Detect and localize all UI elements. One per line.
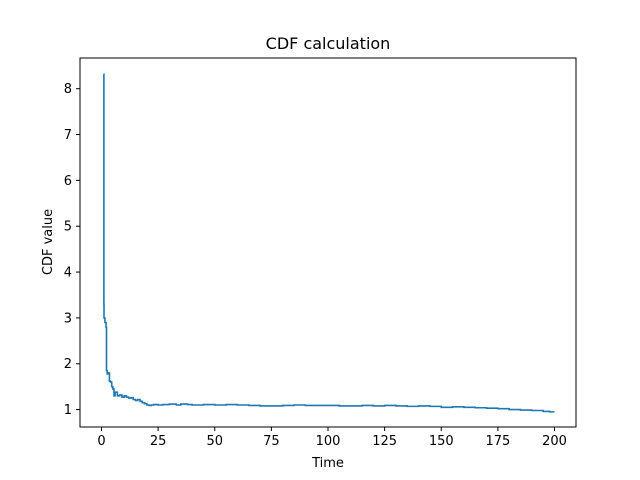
y-tick-label: 7 — [64, 128, 72, 143]
x-tick-label: 0 — [97, 434, 105, 449]
series-layer — [103, 73, 555, 413]
x-tick-label: 200 — [542, 434, 567, 449]
x-axis-label: Time — [311, 456, 344, 471]
chart-title: CDF calculation — [266, 34, 391, 53]
series-line-0 — [103, 73, 555, 413]
x-tick-label: 175 — [485, 434, 510, 449]
plot-area: 0 25 50 75 100 125 150 175 200 1 2 3 4 5 6 7 8 — [64, 57, 577, 449]
x-tick-label: 150 — [429, 434, 454, 449]
y-tick-label: 8 — [64, 82, 72, 97]
y-tick-label: 1 — [64, 403, 72, 418]
y-tick-label: 3 — [64, 311, 72, 326]
y-tick-label: 4 — [64, 266, 72, 281]
y-axis: 1 2 3 4 5 6 7 8 — [64, 82, 80, 418]
y-tick-label: 2 — [64, 357, 72, 372]
x-tick-label: 50 — [206, 434, 223, 449]
y-axis-label: CDF value — [41, 209, 56, 275]
y-tick-label: 6 — [64, 174, 72, 189]
x-tick-label: 100 — [316, 434, 341, 449]
y-tick-label: 5 — [64, 220, 72, 235]
x-tick-label: 75 — [263, 434, 280, 449]
x-tick-label: 125 — [372, 434, 397, 449]
x-axis: 0 25 50 75 100 125 150 175 200 — [97, 427, 567, 449]
x-tick-label: 25 — [150, 434, 167, 449]
